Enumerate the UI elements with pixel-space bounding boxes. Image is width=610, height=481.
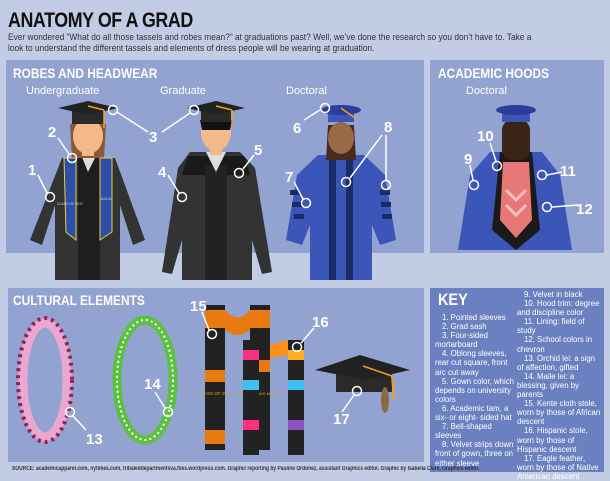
marker-8: 8 xyxy=(384,119,392,136)
marker-2: 2 xyxy=(48,124,56,141)
label-graduate: Graduate xyxy=(160,85,206,97)
marker-15: 15 xyxy=(190,298,207,315)
cultural-heading: CULTURAL ELEMENTS xyxy=(13,292,145,308)
marker-7: 7 xyxy=(285,169,293,186)
robes-heading: ROBES AND HEADWEAR xyxy=(13,65,158,81)
marker-1: 1 xyxy=(28,162,36,179)
marker-5: 5 xyxy=(254,142,262,159)
source-credit: SOURCE: academicapparel.com, nytimes.com… xyxy=(12,466,480,472)
key-item: 15. Kente cloth stole, worn by those of … xyxy=(517,399,601,427)
orchid-lei-flowers xyxy=(16,316,74,444)
mortarboard-with-feather xyxy=(315,355,410,413)
key-item: 12. School colors in chevron xyxy=(517,335,593,354)
undergraduate-figure: CLASS OF 2017 UCLA xyxy=(30,101,145,280)
key-item: 1. Pointed sleeves xyxy=(442,313,506,322)
intro-text: Ever wondered “What do all those tassels… xyxy=(8,32,532,53)
key-heading: KEY xyxy=(438,290,468,309)
marker-9: 9 xyxy=(464,151,472,168)
kente-stole: CLASS OF 2017 BLACK GRADS MATTER xyxy=(198,305,283,450)
key-item: 11. Lining: field of study xyxy=(517,317,585,336)
doctoral-figure xyxy=(286,105,396,280)
orchid-lei xyxy=(18,318,72,442)
marker-10: 10 xyxy=(477,128,494,145)
label-undergraduate: Undergraduate xyxy=(26,85,100,97)
sash-text-left: CLASS OF 2017 xyxy=(57,202,83,206)
marker-13: 13 xyxy=(86,431,103,448)
key-item: 8. Velvet strips down front of gown, thr… xyxy=(435,440,514,468)
marker-numbers: 1 2 3 4 5 6 7 8 9 10 11 12 13 14 15 16 1… xyxy=(28,119,593,448)
marker-11: 11 xyxy=(560,163,576,180)
key-item: 17. Eagle feather, worn by those of Nati… xyxy=(517,453,599,481)
kente-text-right: BLACK GRADS MATTER xyxy=(237,391,283,396)
marker-3: 3 xyxy=(149,129,157,146)
key-item: 4. Oblong sleeves, rear cut square, fron… xyxy=(435,349,508,377)
key-item: 2. Grad sash xyxy=(442,322,487,332)
marker-17: 17 xyxy=(333,411,350,428)
hood-figure xyxy=(458,105,572,250)
graduate-figure xyxy=(162,101,272,280)
key-item: 6. Academic tam, a six- or eight- sided … xyxy=(435,403,512,423)
hispanic-stole xyxy=(243,340,304,455)
label-doctoral: Doctoral xyxy=(286,85,327,97)
key-item: 5. Gown color, which depends on universi… xyxy=(435,376,514,404)
marker-4: 4 xyxy=(158,164,167,181)
label-hood-doctoral: Doctoral xyxy=(466,85,507,97)
marker-14: 14 xyxy=(144,376,161,393)
marker-12: 12 xyxy=(576,201,593,218)
sash-text-right: UCLA xyxy=(101,196,112,201)
marker-6: 6 xyxy=(293,120,301,137)
page-title: ANATOMY OF A GRAD xyxy=(8,9,193,32)
key-item: 14. Maile lei: a blessing, given by pare… xyxy=(517,371,579,400)
marker-16: 16 xyxy=(312,314,329,331)
kente-text-left: CLASS OF 2017 xyxy=(198,391,232,396)
key-item: 13. Orchid lei: a sign of affection, gif… xyxy=(517,353,596,372)
key-item: 7. Bell-shaped sleeves xyxy=(435,422,492,441)
key-item: 16. Hispanic stole, worn by those of His… xyxy=(517,426,588,454)
key-panel: KEY 1. Pointed sleeves 2. Grad sash 3. F… xyxy=(430,288,604,481)
key-item: 9. Velvet in black xyxy=(524,290,583,299)
key-item: 10. Hood trim: degree and discipline col… xyxy=(517,299,600,318)
hoods-heading: ACADEMIC HOODS xyxy=(438,65,550,81)
key-item: 3. Four-sided mortarboard xyxy=(435,331,488,350)
markers xyxy=(37,102,579,431)
